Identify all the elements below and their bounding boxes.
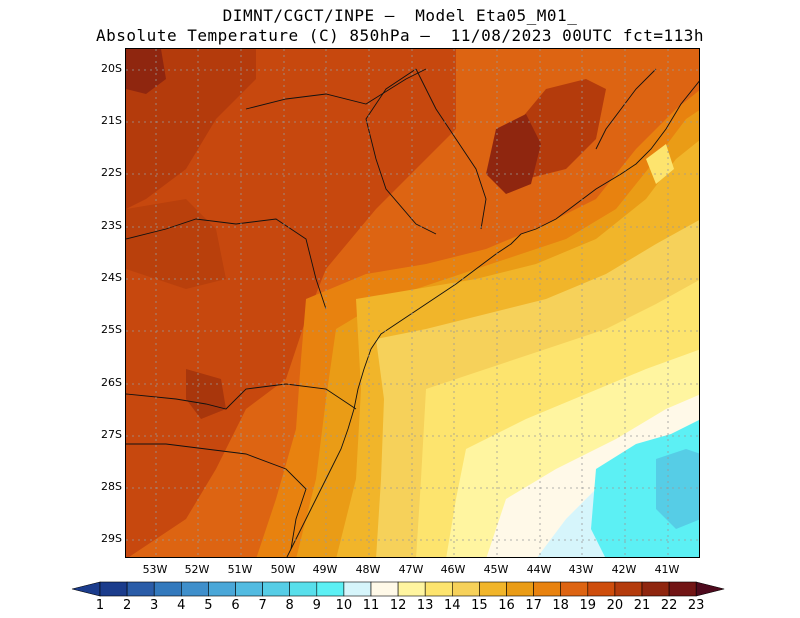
colorbar-swatch [208, 581, 236, 597]
colorbar-swatch [560, 581, 589, 597]
lat-label-24s: 24S [101, 271, 122, 284]
colorbar-tick-label: 7 [258, 598, 267, 613]
colorbar-tick-label: 8 [285, 598, 294, 613]
colorbar-swatch [668, 581, 697, 597]
colorbar-tick-label: 12 [389, 598, 407, 613]
colorbar-tick-label: 3 [150, 598, 159, 613]
colorbar-tick-label: 13 [416, 598, 434, 613]
lon-label-49w: 49W [312, 563, 338, 576]
field-21-mid [126, 199, 226, 289]
colorbar-tick-label: 9 [312, 598, 321, 613]
colorbar-swatch [316, 581, 345, 597]
lat-label-29s: 29S [101, 532, 122, 545]
colorbar-swatch [397, 581, 426, 597]
colorbar-swatch [343, 581, 372, 597]
colorbar-tick-label: 17 [525, 598, 542, 613]
colorbar-tick-label: 14 [444, 598, 461, 613]
colorbar-swatch [614, 581, 643, 597]
colorbar-tick-label: 22 [660, 598, 678, 613]
colorbar-swatch [181, 581, 209, 597]
colorbar-tick-label: 1 [95, 598, 105, 613]
coastline [126, 68, 699, 557]
lat-label-20s: 20S [101, 62, 122, 75]
colorbar-tick-label: 10 [335, 598, 353, 613]
colorbar-tick-label: 16 [498, 598, 515, 613]
colorbar-swatch [235, 581, 263, 597]
colorbar-swatch [99, 581, 128, 597]
lon-label-41w: 41W [654, 563, 680, 576]
lat-label-25s: 25S [101, 323, 122, 336]
colorbar-swatch [289, 581, 318, 597]
colorbar-tick-label: 18 [552, 598, 569, 613]
colorbar-swatch [451, 581, 480, 597]
colorbar-swatch [641, 581, 670, 597]
colorbar-swatch [126, 581, 155, 597]
lon-label-44w: 44W [526, 563, 552, 576]
colorbar-swatch [479, 581, 507, 597]
field-12 [486, 394, 699, 557]
lon-label-53w: 53W [142, 563, 168, 576]
colorbar-tick-label: 11 [362, 598, 380, 613]
colorbar-tick-label: 6 [231, 598, 240, 613]
colorbar-tick-label: 2 [122, 598, 132, 613]
colorbar-arrow-high [695, 581, 725, 597]
lon-label-43w: 43W [568, 563, 594, 576]
lon-label-47w: 47W [398, 563, 424, 576]
lat-label-26s: 26S [101, 376, 122, 389]
colorbar-swatch [370, 581, 399, 597]
colorbar [71, 581, 725, 597]
colorbar-tick-label: 19 [579, 598, 597, 613]
colorbar-swatch [262, 581, 291, 597]
lon-label-51w: 51W [227, 563, 253, 576]
lat-label-21s: 21S [101, 114, 122, 127]
colorbar-tick-label: 15 [471, 598, 488, 613]
colorbar-arrow-low [71, 581, 101, 597]
lat-label-27s: 27S [101, 428, 122, 441]
lon-label-42w: 42W [611, 563, 637, 576]
colorbar-tick-label: 20 [606, 598, 624, 613]
colorbar-swatch [424, 581, 453, 597]
map-title-line2: Absolute Temperature (C) 850hPa – 11/08/… [96, 26, 704, 45]
map-title-line1: DIMNT/CGCT/INPE – Model Eta05_M01_ [222, 6, 578, 25]
lon-label-50w: 50W [270, 563, 296, 576]
graticule [126, 49, 699, 557]
colorbar-tick-label: 4 [177, 598, 186, 613]
colorbar-swatch [153, 581, 182, 597]
temperature-map [125, 48, 700, 558]
lat-label-22s: 22S [101, 166, 122, 179]
field-21-nw [126, 49, 256, 209]
lat-label-28s: 28S [101, 480, 122, 493]
colorbar-swatch [506, 581, 534, 597]
colorbar-swatch [587, 581, 616, 597]
field-8 [656, 449, 699, 529]
field-22-nw [126, 49, 166, 94]
lat-label-23s: 23S [101, 219, 122, 232]
lon-label-46w: 46W [440, 563, 466, 576]
colorbar-tick-label: 5 [204, 598, 213, 613]
colorbar-swatch [533, 581, 561, 597]
field-20-west [126, 49, 456, 557]
colorbar-tick-label: 23 [687, 598, 705, 613]
lon-label-52w: 52W [184, 563, 210, 576]
lon-label-48w: 48W [355, 563, 381, 576]
lon-label-45w: 45W [483, 563, 509, 576]
colorbar-tick-label: 21 [633, 598, 651, 613]
